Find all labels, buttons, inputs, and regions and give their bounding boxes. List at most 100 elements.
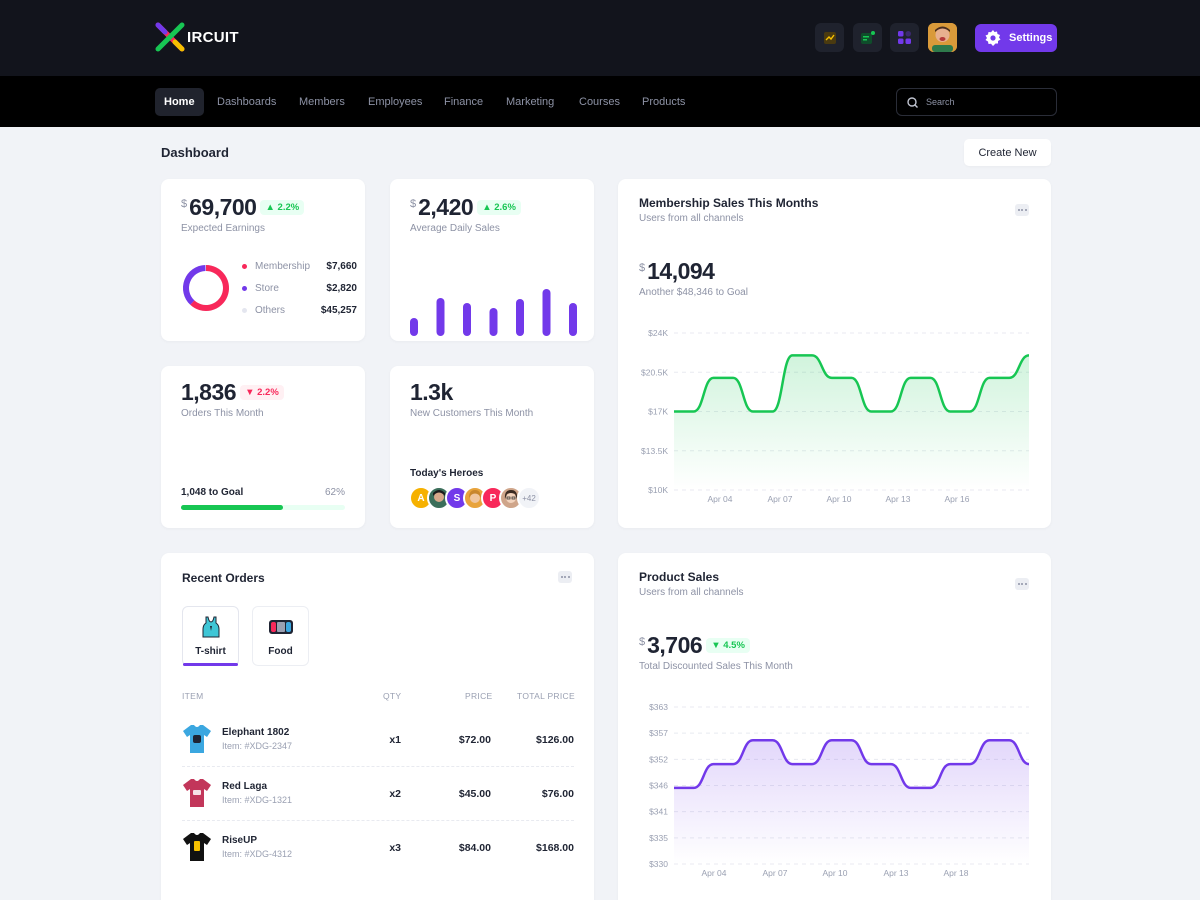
y-tick-label: $330 (649, 859, 668, 869)
daily-sales-bar (489, 308, 498, 336)
item-total: $126.00 (536, 734, 574, 746)
main-nav: Home Dashboards Members Employees Financ… (0, 76, 1200, 127)
product-sales-menu-button[interactable] (1015, 578, 1029, 590)
daily-sales-label: Average Daily Sales (410, 223, 500, 234)
orders-label: Orders This Month (181, 408, 264, 419)
customers-label: New Customers This Month (410, 408, 534, 419)
legend-value: $7,660 (326, 261, 357, 272)
x-tick-label: Apr 07 (762, 868, 787, 878)
product-sales-subtitle: Users from all channels (639, 587, 744, 598)
hero-more-count[interactable]: +42 (517, 486, 541, 510)
column-header-item: ITEM (182, 691, 204, 701)
daily-sales-bar (542, 289, 551, 336)
item-price: $45.00 (458, 788, 491, 800)
daily-sales-change: 2.6% (494, 202, 516, 214)
item-sku: Item: #XDG-4312 (222, 849, 293, 859)
brand-logo[interactable]: IRCUIT (155, 22, 239, 52)
legend-dot (242, 286, 247, 291)
item-sku: Item: #XDG-1321 (222, 795, 293, 805)
membership-menu-button[interactable] (1015, 204, 1029, 216)
recent-orders-menu-button[interactable] (558, 571, 572, 583)
product-sales-change: 4.5% (723, 640, 745, 652)
y-tick-label: $341 (649, 807, 668, 817)
y-tick-label: $17K (648, 407, 668, 417)
orders-card: 1,836 ▼ 2.2% Orders This Month 1,048 to G… (161, 366, 365, 528)
earnings-currency: $ (181, 198, 188, 210)
product-sales-change-badge: ▼ 4.5% (706, 638, 750, 654)
daily-sales-bar (436, 298, 445, 336)
membership-subtitle: Users from all channels (639, 213, 744, 224)
row-divider (182, 766, 574, 767)
logo-x-icon (155, 22, 185, 52)
orders-change: 2.2% (257, 387, 279, 399)
row-divider (182, 820, 574, 821)
x-tick-label: Apr 13 (885, 494, 910, 504)
nav-item-finance[interactable]: Finance (444, 96, 484, 108)
item-total: $168.00 (536, 842, 574, 854)
user-avatar-image (928, 23, 957, 52)
tab-food[interactable]: Food (252, 606, 309, 666)
item-qty: x3 (389, 842, 401, 854)
daily-sales-bar (569, 303, 577, 336)
membership-currency: $ (639, 262, 646, 274)
item-name[interactable]: Red Laga (222, 781, 268, 792)
food-icon (269, 620, 293, 634)
item-price: $84.00 (458, 842, 491, 854)
expected-earnings-card: $69,700 ▲ 2.2% Expected Earnings (161, 179, 365, 341)
apps-button[interactable] (890, 23, 919, 52)
tab-label: Food (268, 646, 293, 657)
goal-label: 1,048 to Goal (181, 487, 244, 498)
y-tick-label: $24K (648, 328, 668, 338)
item-name[interactable]: Elephant 1802 (222, 727, 290, 738)
membership-sales-card: Membership Sales This Months Users from … (618, 179, 1051, 528)
nav-item-home[interactable]: Home (155, 88, 204, 116)
earnings-value: 69,700 (189, 194, 257, 220)
settings-label: Settings (1009, 32, 1053, 44)
legend-label: Store (255, 283, 279, 294)
product-sales-currency: $ (639, 636, 646, 648)
nav-item-courses[interactable]: Courses (579, 96, 620, 108)
nav-item-marketing[interactable]: Marketing (506, 96, 555, 108)
x-tick-label: Apr 04 (701, 868, 726, 878)
column-header-total-price: TOTAL PRICE (517, 691, 575, 701)
nav-item-employees[interactable]: Employees (368, 96, 423, 108)
daily-sales-bar (410, 318, 418, 336)
hero-avatar-s[interactable]: S (445, 486, 469, 510)
chart-button[interactable] (815, 23, 844, 52)
customers-value: 1.3k (410, 379, 453, 405)
nav-item-members[interactable]: Members (299, 96, 345, 108)
orders-change-badge: ▼ 2.2% (240, 385, 284, 401)
donut-segment-membership (190, 265, 229, 311)
y-tick-label: $363 (649, 702, 668, 712)
orders-value: 1,836 (181, 379, 237, 405)
earnings-label: Expected Earnings (181, 223, 265, 234)
x-tick-label: Apr 13 (883, 868, 908, 878)
settings-button[interactable]: Settings (975, 24, 1057, 52)
apps-icon (898, 31, 911, 44)
y-tick-label: $10K (648, 485, 668, 495)
nav-item-products[interactable]: Products (642, 96, 686, 108)
earnings-change-badge: ▲ 2.2% (260, 200, 305, 216)
item-name[interactable]: RiseUP (222, 835, 258, 846)
user-avatar[interactable] (928, 23, 957, 52)
legend-dot (242, 308, 247, 313)
tab-tshirt[interactable]: T-shirt (182, 606, 239, 666)
nav-item-dashboards[interactable]: Dashboards (217, 96, 277, 108)
heroes-title: Today's Heroes (410, 468, 484, 479)
column-header-price: PRICE (465, 691, 493, 701)
y-tick-label: $20.5K (641, 367, 668, 377)
donut-segment-store (183, 265, 206, 305)
earnings-change: 2.2% (277, 202, 300, 214)
search-input[interactable] (926, 97, 1036, 107)
product-sales-value: 3,706 (647, 632, 703, 658)
item-total: $76.00 (541, 788, 574, 800)
x-tick-label: Apr 18 (943, 868, 968, 878)
item-qty: x1 (389, 734, 401, 746)
daily-sales-bar-chart (410, 289, 577, 336)
item-price: $72.00 (458, 734, 491, 746)
x-tick-label: Apr 10 (822, 868, 847, 878)
create-new-button[interactable]: Create New (964, 139, 1051, 166)
tank-top-icon (202, 616, 220, 638)
notes-button[interactable] (853, 23, 882, 52)
top-bar: IRCUIT (0, 0, 1200, 76)
